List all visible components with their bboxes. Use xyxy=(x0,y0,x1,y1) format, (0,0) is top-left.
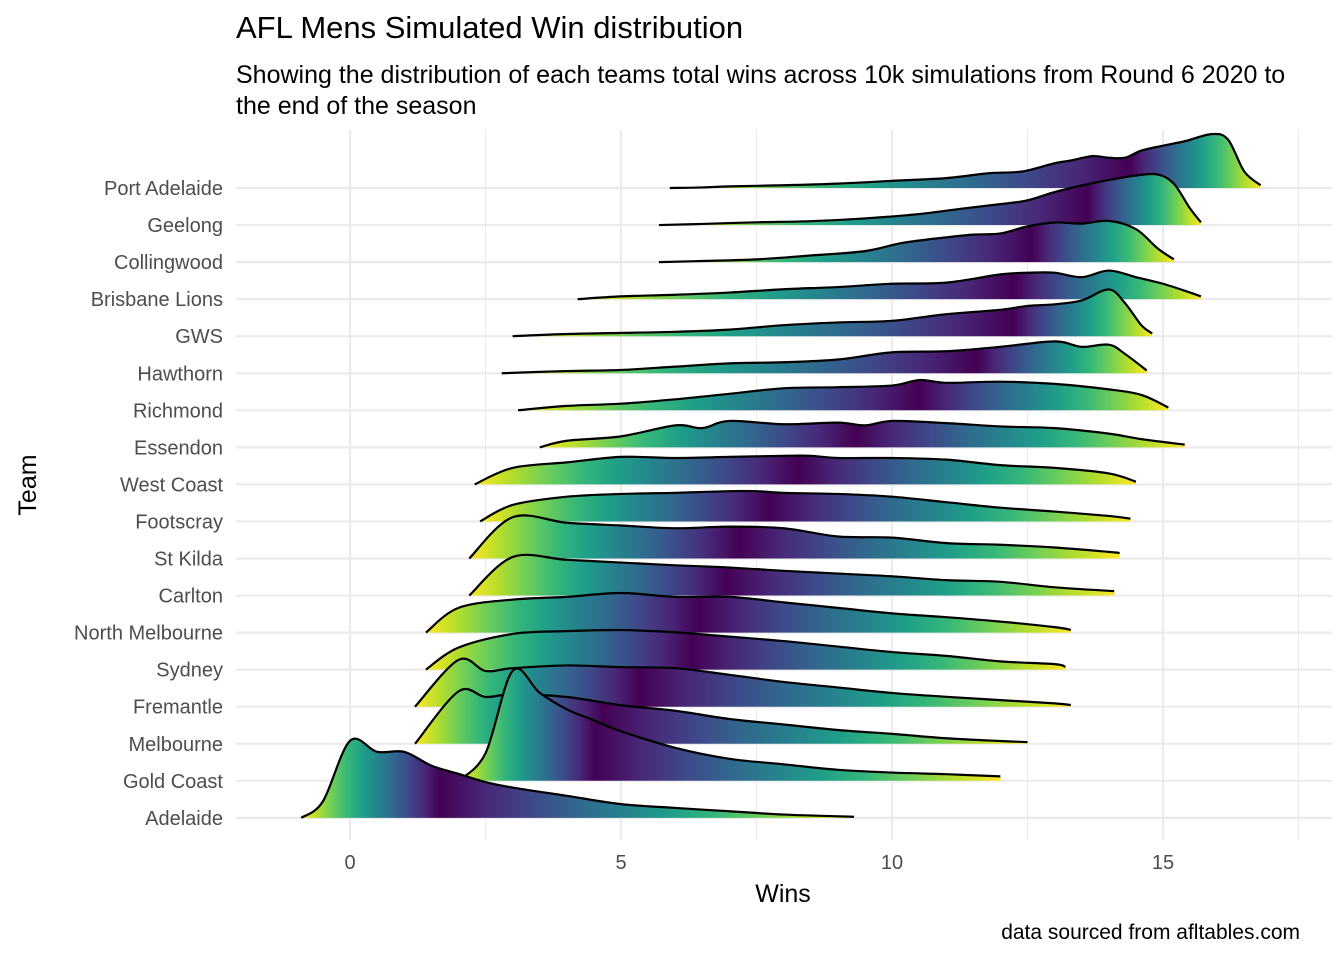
ridge-outline xyxy=(300,737,855,819)
y-tick-label: Adelaide xyxy=(145,808,223,830)
ridge-fill xyxy=(518,380,1169,411)
y-tick-label: Gold Coast xyxy=(123,771,223,793)
y-tick-label: Footscray xyxy=(135,511,223,533)
ridge-outline xyxy=(479,489,1131,523)
ridge-outline xyxy=(457,667,1001,782)
y-axis-title: Team xyxy=(14,454,42,515)
ridge-outline xyxy=(425,591,1072,634)
x-tick-label: 0 xyxy=(344,852,355,874)
ridge-fill xyxy=(301,738,855,818)
ridge-fill xyxy=(425,593,1071,633)
y-tick-label: Hawthorn xyxy=(137,363,223,385)
x-tick-label: 15 xyxy=(1152,852,1174,874)
ridge-fill xyxy=(474,455,1136,485)
ridge-fill xyxy=(512,289,1153,337)
ridge-outline xyxy=(669,132,1262,190)
chart-caption: data sourced from afltables.com xyxy=(1001,921,1300,944)
y-tick-label: Geelong xyxy=(147,215,223,237)
ridge-outline xyxy=(577,269,1202,301)
y-tick-label: North Melbourne xyxy=(74,623,223,645)
ridge-outline xyxy=(658,219,1175,264)
ridge-fill xyxy=(658,173,1201,226)
ridge-outline xyxy=(474,454,1137,486)
y-tick-label: Richmond xyxy=(133,400,223,422)
y-tick-label: GWS xyxy=(175,326,223,348)
y-tick-label: Sydney xyxy=(156,660,223,682)
y-tick-label: Brisbane Lions xyxy=(91,289,223,311)
x-axis-title: Wins xyxy=(755,880,811,908)
y-tick-label: Essendon xyxy=(134,437,223,459)
y-tick-label: Fremantle xyxy=(133,697,223,719)
y-axis-ticks: Port Adelaide Geelong Collingwood Brisbane … xyxy=(74,178,224,830)
y-tick-label: St Kilda xyxy=(154,549,224,571)
y-tick-label: West Coast xyxy=(120,474,223,496)
ridge-outline xyxy=(468,553,1115,597)
ridge-outline xyxy=(512,288,1153,338)
y-tick-label: Collingwood xyxy=(114,252,223,274)
ridge-fill xyxy=(480,490,1131,522)
x-tick-label: 5 xyxy=(615,852,626,874)
chart-subtitle: Showing the distribution of each teams t… xyxy=(236,61,1286,120)
ridge-outline xyxy=(539,419,1185,449)
y-tick-label: Carlton xyxy=(159,586,223,608)
ridge-outline xyxy=(468,514,1120,560)
ridges xyxy=(300,132,1262,819)
ridge-fill xyxy=(425,630,1066,670)
ridge-outline xyxy=(501,340,1148,375)
ridge-fill xyxy=(669,133,1261,188)
ridge-outline xyxy=(425,628,1066,671)
ridge-fill xyxy=(469,554,1115,596)
ridge-outline xyxy=(414,687,1028,745)
ridge-outline xyxy=(414,657,1071,708)
ridge-fill xyxy=(501,341,1147,374)
chart-title: AFL Mens Simulated Win distribution xyxy=(236,10,744,45)
ridge-outline xyxy=(517,378,1169,412)
x-axis-ticks: 0 5 10 15 xyxy=(344,852,1174,874)
ridge-fill xyxy=(458,668,1001,781)
ridge-outline xyxy=(658,172,1202,227)
y-tick-label: Melbourne xyxy=(128,734,223,756)
x-tick-label: 10 xyxy=(881,852,903,874)
y-tick-label: Port Adelaide xyxy=(104,178,223,200)
